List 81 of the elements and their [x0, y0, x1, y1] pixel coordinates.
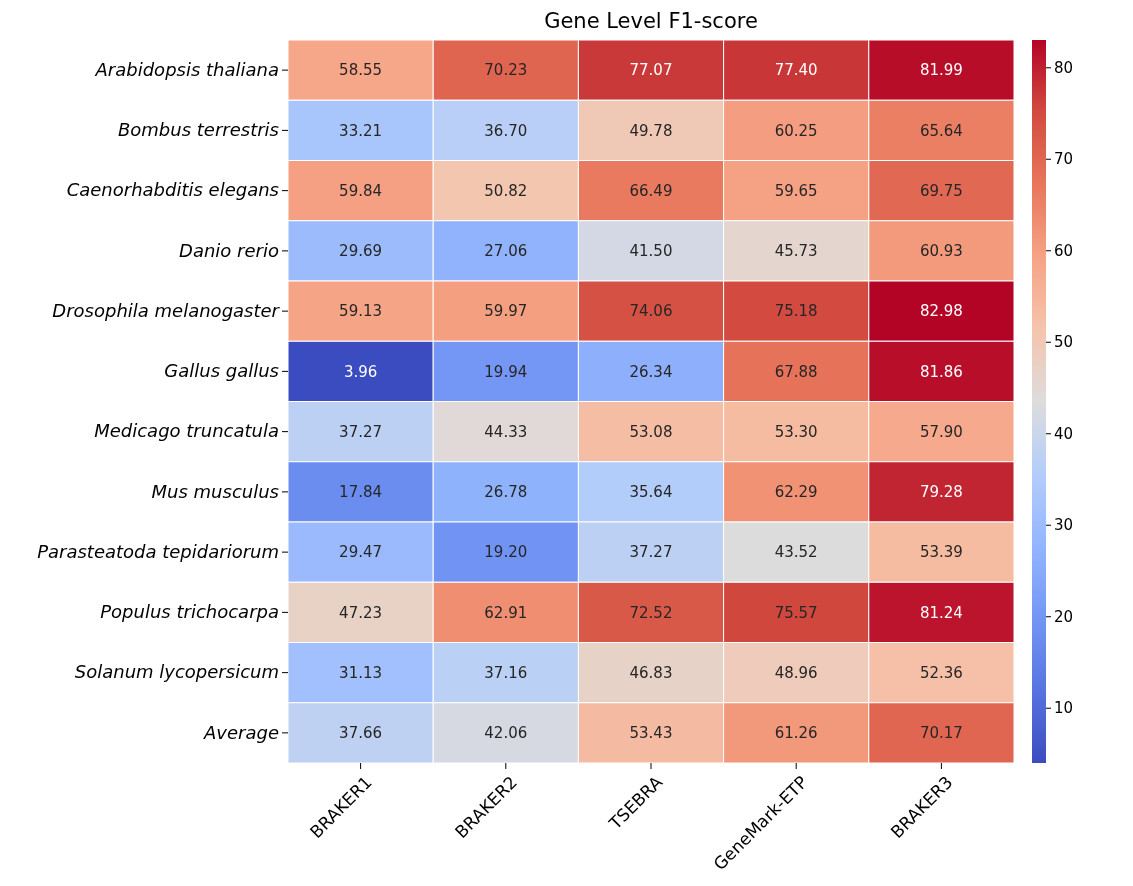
- data-label: 62.91: [484, 603, 528, 622]
- y-tick-label: Danio rerio: [179, 239, 279, 261]
- data-label: 47.23: [339, 603, 383, 622]
- color-bar-label: 40: [1054, 424, 1074, 443]
- data-label: 65.64: [919, 121, 963, 140]
- data-label: 62.29: [774, 483, 818, 502]
- data-label: 37.16: [484, 663, 528, 682]
- y-tick-label: Solanum lycopersicum: [74, 661, 279, 683]
- y-tick-label: Bombus terrestris: [117, 119, 279, 141]
- data-label: 27.06: [484, 242, 528, 261]
- y-tick-label: Medicago truncatula: [94, 420, 279, 442]
- data-label: 46.83: [629, 663, 673, 682]
- data-label: 19.94: [484, 362, 528, 381]
- color-bar-label: 50: [1054, 333, 1074, 352]
- data-label: 35.64: [629, 483, 673, 502]
- data-label: 61.26: [774, 724, 818, 743]
- data-label: 66.49: [629, 181, 673, 200]
- data-label: 82.98: [919, 302, 963, 321]
- data-label: 74.06: [629, 302, 673, 321]
- data-label: 29.69: [339, 242, 383, 261]
- y-tick-label: Arabidopsis thaliana: [94, 58, 279, 80]
- color-bar-label: 20: [1054, 607, 1074, 626]
- data-label: 53.39: [919, 543, 963, 562]
- data-label: 57.90: [919, 422, 963, 441]
- data-label: 52.36: [919, 663, 963, 682]
- data-label: 70.17: [919, 724, 963, 743]
- data-label: 81.99: [919, 61, 963, 80]
- data-label: 37.66: [339, 724, 383, 743]
- data-label: 48.96: [774, 663, 818, 682]
- data-label: 33.21: [339, 121, 383, 140]
- y-tick-label: Mus musculus: [151, 480, 279, 502]
- y-tick-label: Gallus gallus: [164, 360, 279, 382]
- y-tick-label: Drosophila melanogaster: [52, 299, 281, 321]
- data-label: 37.27: [629, 543, 673, 562]
- data-label: 59.84: [339, 181, 383, 200]
- data-label: 59.13: [339, 302, 383, 321]
- data-label: 19.20: [484, 543, 528, 562]
- y-tick-label: Caenorhabditis elegans: [66, 179, 279, 201]
- data-label: 75.57: [774, 603, 818, 622]
- data-label: 53.08: [629, 422, 673, 441]
- data-label: 3.96: [343, 362, 378, 381]
- data-label: 26.78: [484, 483, 528, 502]
- data-label: 69.75: [919, 181, 963, 200]
- y-tick-label: Populus trichocarpa: [100, 601, 279, 623]
- data-label: 41.50: [629, 242, 673, 261]
- data-label: 26.34: [629, 362, 673, 381]
- color-bar-label: 70: [1054, 150, 1074, 169]
- data-label: 29.47: [339, 543, 383, 562]
- data-label: 31.13: [339, 663, 383, 682]
- data-label: 17.84: [339, 483, 383, 502]
- data-label: 45.73: [774, 242, 818, 261]
- y-tick-label: Average: [203, 721, 279, 743]
- y-tick-label: Parasteatoda tepidariorum: [37, 540, 279, 562]
- chart-title: Gene Level F1-score: [544, 9, 758, 33]
- data-label: 50.82: [484, 181, 528, 200]
- data-label: 59.97: [484, 302, 528, 321]
- data-label: 53.43: [629, 724, 673, 743]
- data-label: 59.65: [774, 181, 818, 200]
- color-bar-label: 30: [1054, 516, 1074, 535]
- data-label: 81.86: [919, 362, 963, 381]
- data-label: 67.88: [774, 362, 818, 381]
- color-bar-label: 10: [1054, 699, 1074, 718]
- data-label: 53.30: [774, 422, 818, 441]
- data-label: 75.18: [774, 302, 818, 321]
- data-label: 36.70: [484, 121, 528, 140]
- data-label: 81.24: [919, 603, 963, 622]
- data-label: 43.52: [774, 543, 818, 562]
- data-label: 79.28: [919, 483, 963, 502]
- data-label: 70.23: [484, 61, 528, 80]
- data-label: 60.93: [919, 242, 963, 261]
- data-label: 44.33: [484, 422, 528, 441]
- data-label: 42.06: [484, 724, 528, 743]
- color-bar-label: 60: [1054, 241, 1074, 260]
- data-label: 77.40: [774, 61, 818, 80]
- data-label: 72.52: [629, 603, 673, 622]
- data-label: 37.27: [339, 422, 383, 441]
- color-bar-label: 80: [1054, 58, 1074, 77]
- data-label: 58.55: [339, 61, 383, 80]
- data-label: 60.25: [774, 121, 818, 140]
- data-label: 77.07: [629, 61, 673, 80]
- data-label: 49.78: [629, 121, 673, 140]
